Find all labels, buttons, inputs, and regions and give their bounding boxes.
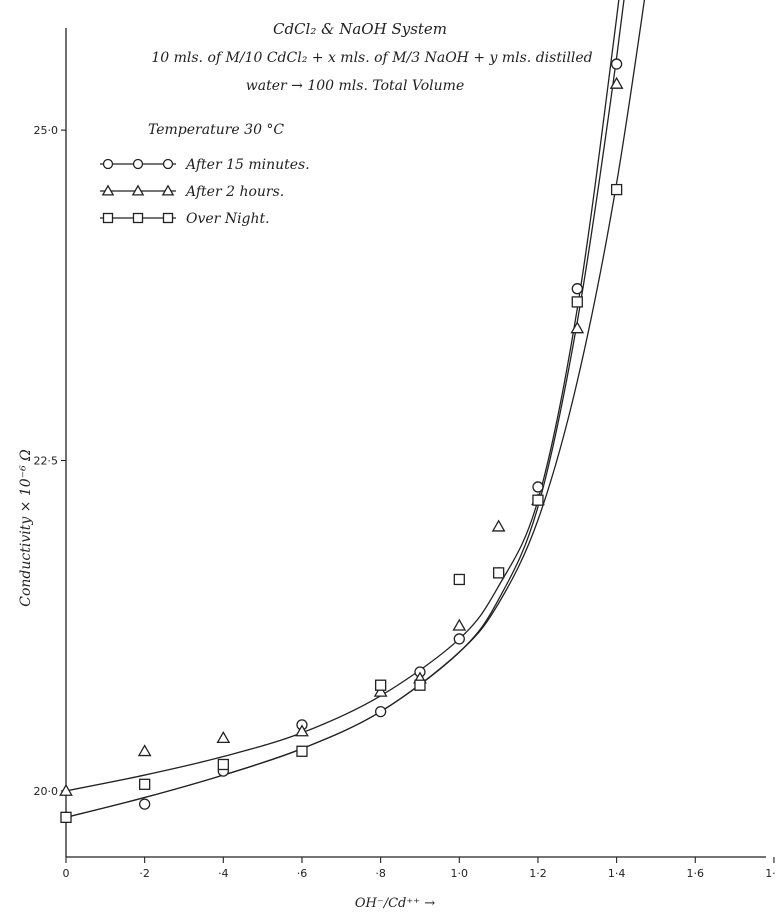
data-point-square <box>610 183 623 196</box>
data-point-square <box>453 573 465 586</box>
chart-title: CdCl₂ & NaOH System 10 mls. of M/10 CdCl… <box>151 20 592 94</box>
x-tick-label: 0 <box>63 867 70 880</box>
y-tick-label: 20·0 <box>34 785 59 798</box>
data-point-square <box>217 758 229 771</box>
x-tick-label: 1·0 <box>451 867 469 880</box>
chart-title-line-3: water → 100 mls. Total Volume <box>246 78 464 94</box>
legend-marker-square <box>132 212 144 224</box>
x-tick-label: 1·6 <box>687 867 705 880</box>
data-point-square <box>139 778 151 790</box>
legend-marker-triangle <box>101 184 115 196</box>
data-point-triangle <box>295 724 309 737</box>
curve-square <box>66 0 646 818</box>
axes: 0·2·4·6·81·01·21·41·61·820·022·525·027·5… <box>34 28 776 880</box>
legend-marker-circle <box>162 158 174 170</box>
data-point-circle <box>374 705 387 718</box>
y-tick-label: 25·0 <box>34 124 59 137</box>
legend-marker-triangle <box>161 184 175 196</box>
x-tick-label: ·8 <box>375 867 386 880</box>
x-tick-label: 1·4 <box>608 867 626 880</box>
x-tick-label: 1·2 <box>529 867 547 880</box>
data-point-circle <box>610 58 623 70</box>
data-point-square <box>414 679 426 691</box>
x-tick-label: ·6 <box>297 867 308 880</box>
legend-label-circle: After 15 minutes. <box>184 157 310 173</box>
data-point-circle <box>571 283 583 295</box>
data-point-square <box>571 296 583 308</box>
legend-marker-circle <box>132 158 144 170</box>
data-point-triangle <box>216 730 231 744</box>
data-point-square <box>492 567 505 579</box>
legend-label-square: Over Night. <box>186 211 270 227</box>
data-point-triangle <box>59 783 73 796</box>
data-point-circle <box>139 798 151 810</box>
x-tick-label: 1·8 <box>765 867 776 880</box>
legend-marker-triangle <box>131 184 145 196</box>
x-axis-label: OH⁻/Cd⁺⁺ → <box>355 896 435 911</box>
curve-triangle <box>66 0 620 792</box>
legend-marker-square <box>102 212 114 224</box>
data-point-circle <box>532 481 544 493</box>
data-point-square <box>60 811 72 824</box>
data-markers <box>59 58 624 824</box>
x-tick-label: ·2 <box>139 867 150 880</box>
data-point-circle <box>453 633 465 645</box>
data-point-square <box>374 679 387 691</box>
y-axis-label: Conductivity × 10⁻⁶ Ω <box>18 449 34 607</box>
data-point-square <box>296 745 308 757</box>
chart-title-line-2: 10 mls. of M/10 CdCl₂ + x mls. of M/3 Na… <box>151 50 592 66</box>
legend-title: Temperature 30 °C <box>148 122 284 138</box>
y-tick-label: 22·5 <box>34 455 59 468</box>
legend-marker-square <box>162 212 174 224</box>
x-tick-label: ·4 <box>218 867 229 880</box>
legend-marker-circle <box>102 158 114 170</box>
data-point-triangle <box>137 744 152 757</box>
legend: After 15 minutes. After 2 hours. Over Nigh… <box>100 157 310 227</box>
data-point-triangle <box>373 684 388 697</box>
data-point-triangle <box>452 618 467 631</box>
data-point-square <box>532 494 544 506</box>
chart-title-line-1: CdCl₂ & NaOH System <box>273 20 447 38</box>
data-point-triangle <box>491 519 506 532</box>
data-point-triangle <box>570 321 585 334</box>
legend-label-triangle: After 2 hours. <box>184 184 284 200</box>
data-point-triangle <box>609 76 624 89</box>
